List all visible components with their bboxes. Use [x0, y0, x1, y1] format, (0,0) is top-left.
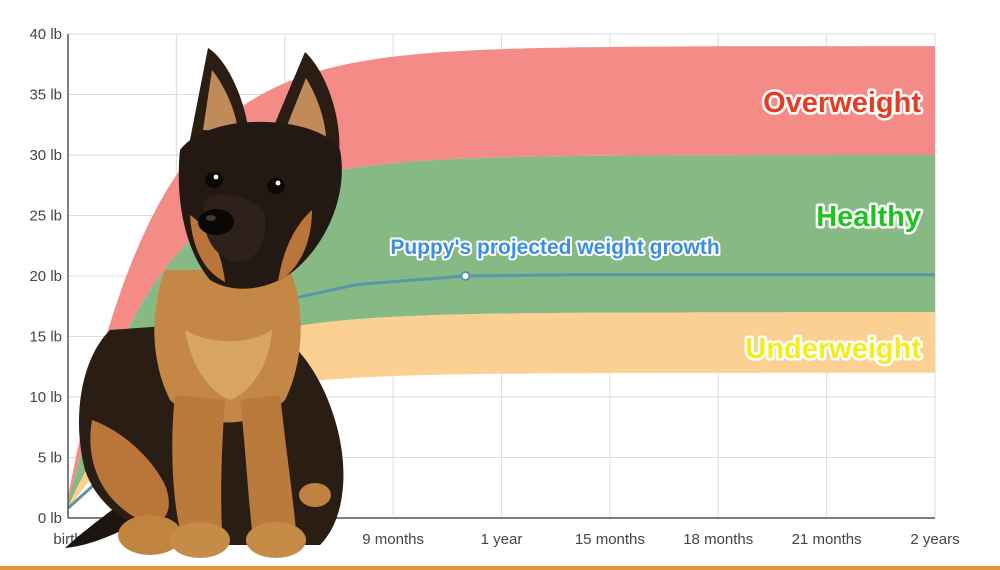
y-tick-label: 40 lb	[29, 26, 62, 43]
y-tick-label: 20 lb	[29, 268, 62, 285]
y-tick-label: 30 lb	[29, 147, 62, 164]
x-tick-label: 2 years	[910, 531, 959, 548]
zone-label-underweight: Underweight	[745, 333, 921, 365]
zone-labels: Overweight Healthy Underweight	[743, 85, 924, 368]
x-tick-label: 1 year	[481, 531, 523, 548]
x-tick-label: 15 months	[575, 531, 645, 548]
projection-marker	[460, 271, 471, 281]
y-tick-label: 25 lb	[29, 208, 62, 225]
x-tick-label: 21 months	[792, 531, 862, 548]
zone-label-overweight: Overweight	[763, 87, 921, 119]
y-tick-label: 35 lb	[29, 87, 62, 104]
puppy-photo	[65, 48, 344, 558]
projection-label: Puppy's projected weight growth	[390, 236, 719, 259]
y-tick-label: 10 lb	[29, 389, 62, 406]
bottom-accent-rule	[0, 566, 1000, 570]
axes: 0 lb 5 lb 10 lb 15 lb 20 lb 25 lb 30 lb 35 lb 40…	[29, 26, 959, 548]
x-tick-label: 9 months	[362, 531, 424, 548]
y-tick-label: 5 lb	[38, 450, 62, 467]
y-tick-label: 15 lb	[29, 329, 62, 346]
y-tick-label: 0 lb	[38, 510, 62, 527]
x-tick-label: 18 months	[683, 531, 753, 548]
zone-label-healthy: Healthy	[816, 201, 921, 233]
